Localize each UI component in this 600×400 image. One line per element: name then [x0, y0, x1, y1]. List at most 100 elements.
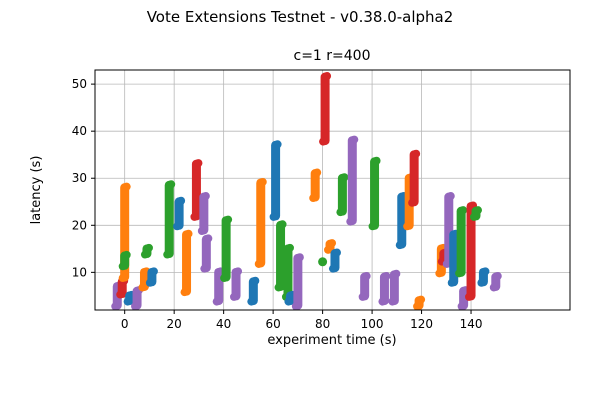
y-tick-label: 20 [72, 218, 87, 232]
scatter-point [368, 222, 377, 231]
scatter-point [197, 227, 206, 235]
scatter-point [234, 267, 243, 276]
scatter-point [116, 290, 125, 299]
y-tick-label: 40 [72, 124, 87, 138]
scatter-point [149, 267, 158, 276]
x-tick-label: 80 [315, 317, 330, 331]
scatter-point [285, 243, 294, 252]
x-tick-label: 20 [167, 317, 182, 331]
scatter-point [224, 215, 233, 224]
scatter-point [180, 288, 189, 297]
scatter-point [111, 302, 120, 311]
scatter-point [372, 156, 381, 165]
scatter-point [340, 173, 349, 182]
scatter-point [204, 234, 213, 243]
scatter-point [284, 297, 293, 306]
scatter-point [395, 241, 404, 250]
data-points [111, 72, 502, 311]
scatter-point [446, 192, 455, 201]
scatter-point [190, 212, 199, 221]
scatter-point [122, 182, 131, 191]
chart-title: Vote Extensions Testnet - v0.38.0-alpha2 [147, 8, 454, 26]
scatter-point [177, 196, 186, 205]
y-tick-label: 10 [72, 265, 87, 279]
x-tick-label: 100 [361, 317, 384, 331]
scatter-point [247, 297, 256, 306]
scatter-point [122, 250, 131, 259]
scatter-point [278, 220, 287, 229]
scatter-point [212, 297, 221, 306]
scatter-point [273, 140, 282, 149]
scatter-point [435, 269, 444, 278]
scatter-point [200, 264, 209, 273]
scatter-point [118, 262, 127, 271]
scatter-point [469, 212, 478, 221]
scatter-point [319, 137, 328, 146]
scatter-point [194, 159, 203, 168]
scatter-point [258, 177, 267, 186]
scatter-point [167, 180, 176, 189]
scatter-point [328, 239, 337, 248]
scatter-point [457, 302, 466, 311]
scatter-point [318, 257, 328, 267]
scatter-point [291, 302, 300, 311]
scatter-point [388, 297, 397, 306]
x-tick-label: 40 [216, 317, 231, 331]
scatter-point [220, 274, 229, 283]
plot-border [94, 69, 571, 311]
scatter-point [392, 269, 401, 278]
x-tick-label: 140 [460, 317, 483, 331]
x-tick-label: 0 [121, 317, 129, 331]
scatter-point [145, 278, 154, 287]
scatter-point [173, 222, 182, 231]
scatter-point [230, 292, 239, 301]
scatter-point [336, 208, 345, 217]
scatter-point [477, 278, 486, 287]
scatter-point [382, 272, 391, 281]
scatter-point [274, 283, 283, 292]
scatter-point [309, 194, 318, 203]
x-axis-label: experiment time (s) [267, 333, 396, 348]
scatter-point [140, 250, 149, 259]
scatter-point [323, 72, 332, 81]
scatter-point [473, 206, 482, 215]
scatter-point [184, 229, 193, 238]
x-tick-label: 120 [410, 317, 433, 331]
scatter-point [138, 283, 147, 292]
scatter-point [295, 253, 304, 262]
scatter-point [144, 243, 153, 252]
scatter-point [378, 297, 387, 306]
scatter-point [489, 283, 498, 292]
axis-ticks [91, 83, 472, 314]
y-axis-label: latency (s) [29, 156, 44, 225]
scatter-point [403, 222, 412, 231]
tick-labels: 0 20 40 60 80 100 120 140 10 20 30 40 50 [72, 77, 483, 331]
scatter-point [447, 278, 456, 287]
y-tick-label: 30 [72, 171, 87, 185]
scatter-point [254, 259, 263, 268]
scatter-point [328, 264, 337, 273]
scatter-point [408, 198, 417, 207]
scatter-point [123, 297, 132, 306]
axes-subtitle: c=1 r=400 [294, 48, 371, 64]
scatter-point [313, 168, 322, 177]
scatter-point [131, 302, 140, 311]
scatter-point [412, 149, 421, 158]
scatter-point [417, 295, 426, 304]
scatter-point [459, 206, 468, 215]
x-tick-label: 60 [265, 317, 280, 331]
scatter-point [358, 292, 367, 301]
scatter-point [324, 245, 333, 254]
scatter-point [442, 259, 451, 268]
y-tick-label: 50 [72, 77, 87, 91]
scatter-point [269, 212, 278, 221]
scatter-point [201, 192, 210, 201]
scatter-point [118, 274, 127, 283]
scatter-point [493, 272, 502, 281]
scatter-point [413, 302, 422, 311]
scatter-point [163, 250, 172, 259]
scatter-point [350, 135, 359, 144]
scatter-point [481, 267, 490, 276]
